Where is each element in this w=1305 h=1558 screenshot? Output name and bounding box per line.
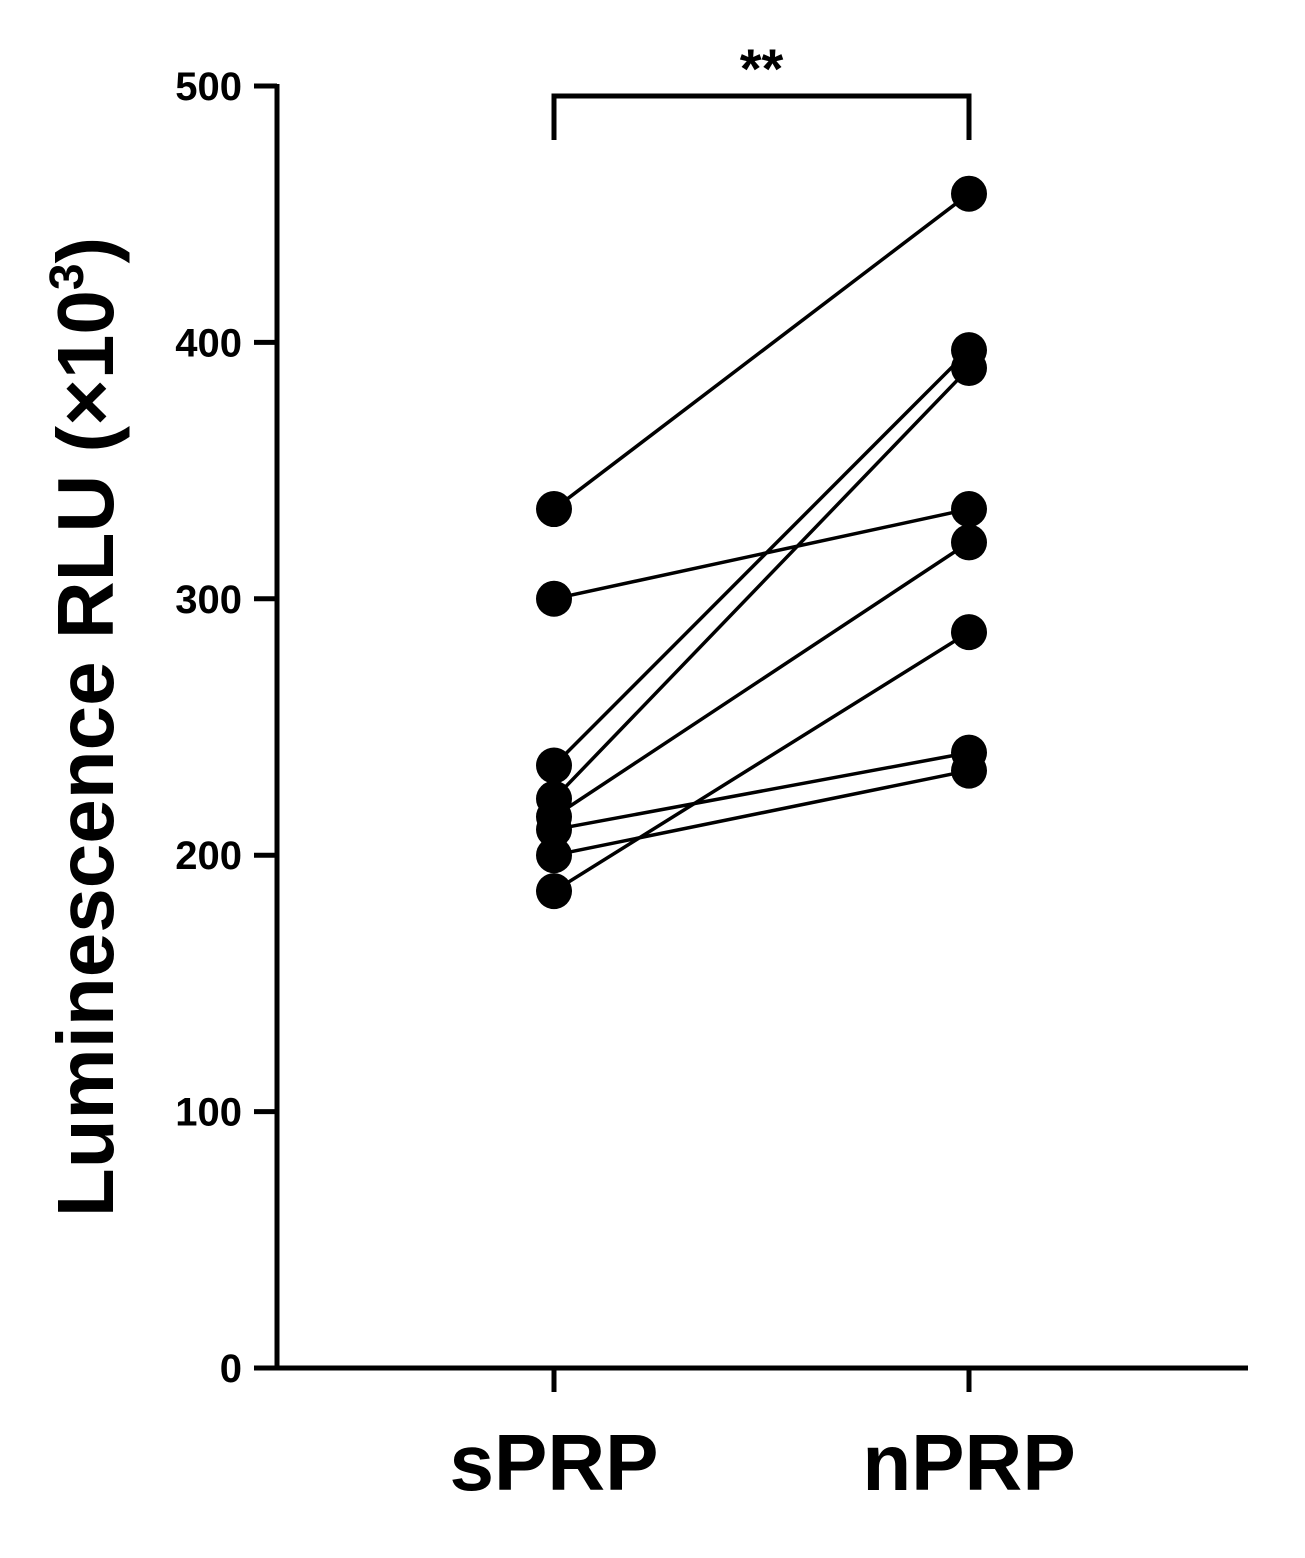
point-sPRP-2 <box>536 580 572 617</box>
point-sPRP-6 <box>536 811 572 848</box>
y-axis-label-main: Luminescence RLU (×10 <box>41 290 130 1217</box>
y-axis-label-close: ) <box>41 237 130 264</box>
axes <box>274 84 1248 1371</box>
bracket-line <box>551 93 972 140</box>
data-points <box>536 175 987 910</box>
point-nPRP-1 <box>951 175 987 212</box>
pair-line-3 <box>552 348 971 767</box>
pair-line-8 <box>553 630 970 893</box>
y-tick-label: 400 <box>175 321 242 365</box>
y-tick-label: 200 <box>175 834 242 878</box>
point-nPRP-7 <box>951 752 987 789</box>
x-tick-label-sPRP: sPRP <box>450 1418 659 1507</box>
pair-line-4 <box>552 366 971 801</box>
significance-bracket: ** <box>551 37 972 140</box>
pair-line-6 <box>553 750 970 832</box>
y-axis-label-superscript: 3 <box>41 263 94 290</box>
point-nPRP-2 <box>951 491 987 528</box>
point-nPRP-8 <box>951 614 987 651</box>
y-axis-label: Luminescence RLU (×103) <box>41 237 130 1217</box>
x-tick-label-nPRP: nPRP <box>862 1418 1075 1507</box>
point-sPRP-7 <box>536 837 572 874</box>
y-tick-label: 100 <box>175 1091 242 1135</box>
point-nPRP-4 <box>951 350 987 387</box>
point-sPRP-3 <box>536 747 572 784</box>
y-tick-label: 0 <box>220 1347 242 1391</box>
pair-line-5 <box>553 540 970 819</box>
x-ticks: sPRP nPRP <box>450 1368 1076 1507</box>
point-sPRP-8 <box>536 873 572 910</box>
pair-line-1 <box>552 192 971 511</box>
paired-lines <box>552 192 971 893</box>
y-tick-label: 500 <box>175 65 242 109</box>
pair-line-2 <box>553 507 970 601</box>
point-nPRP-5 <box>951 524 987 561</box>
significance-label: ** <box>740 37 784 100</box>
y-ticks: 0 100 200 300 400 500 <box>175 65 277 1391</box>
y-tick-label: 300 <box>175 578 242 622</box>
pair-line-7 <box>553 768 970 857</box>
point-sPRP-1 <box>536 491 572 528</box>
